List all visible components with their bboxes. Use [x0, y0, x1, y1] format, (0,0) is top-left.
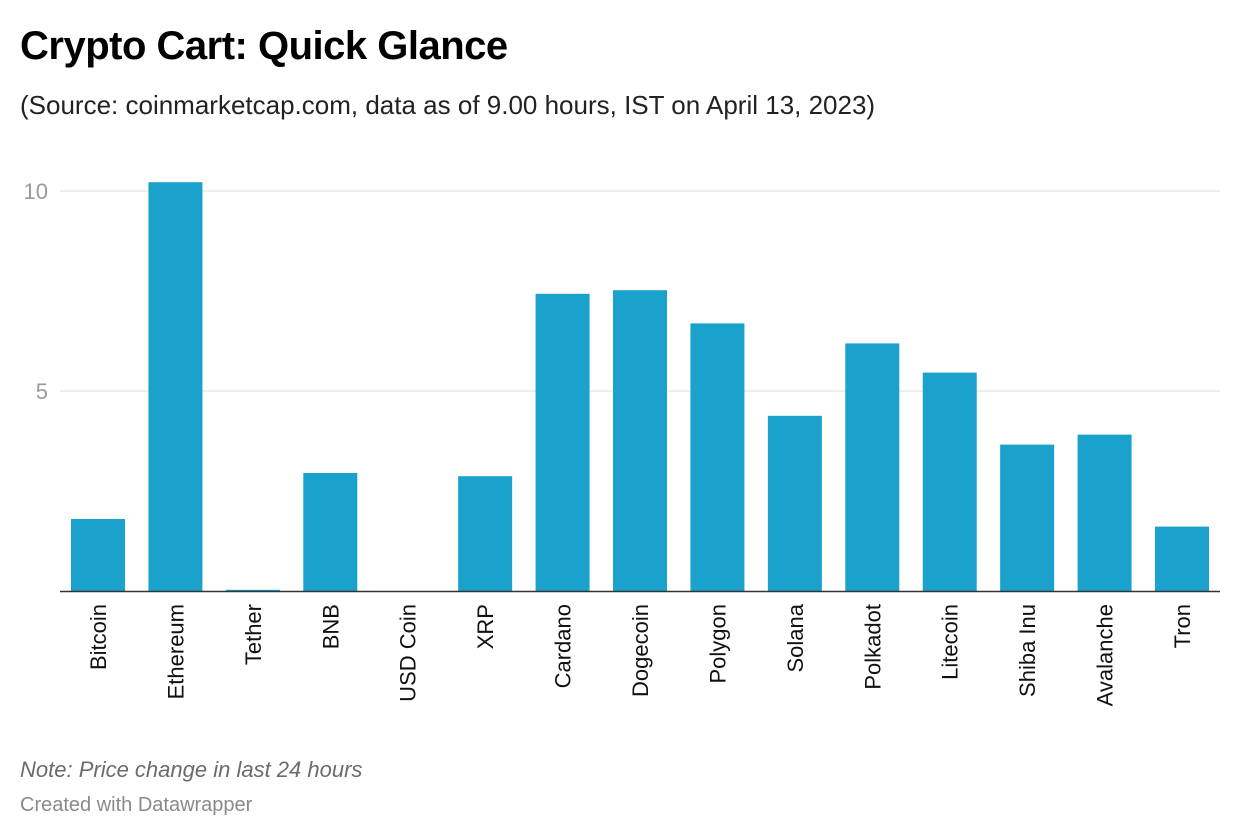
footnote: Note: Price change in last 24 hours: [20, 757, 363, 782]
x-tick-label: Tron: [1170, 604, 1195, 648]
bar-chart: 5 10 Bitcoin Ethereum Tether BNB USD Coin XRP Ca…: [24, 179, 1220, 706]
bar: [613, 290, 668, 591]
x-tick-label: BNB: [318, 604, 343, 649]
x-tick-label: Polygon: [705, 604, 730, 684]
x-tick-label: USD Coin: [396, 604, 421, 702]
x-tick-label: Avalanche: [1093, 604, 1118, 706]
chart-subtitle: (Source: coinmarketcap.com, data as of 9…: [20, 90, 876, 120]
x-tick-label: Tether: [241, 604, 266, 665]
x-tick-label: Dogecoin: [628, 604, 653, 697]
bar: [71, 519, 125, 591]
x-tick-label: Shiba Inu: [1015, 604, 1040, 697]
bar: [535, 293, 590, 591]
x-tick-label: Solana: [783, 603, 808, 672]
x-tick-label: Bitcoin: [86, 604, 111, 670]
bar: [148, 182, 203, 591]
bar: [690, 323, 745, 591]
y-tick-label: 5: [36, 379, 48, 404]
x-tick-label: XRP: [473, 604, 498, 649]
bar: [1077, 434, 1132, 591]
bar: [922, 372, 977, 591]
bar: [225, 589, 280, 591]
x-tick-label: Polkadot: [860, 604, 885, 690]
x-tick-label: Ethereum: [163, 604, 188, 699]
bar: [845, 343, 900, 591]
y-tick-label: 10: [24, 179, 48, 204]
bar: [767, 415, 822, 591]
bar: [1000, 444, 1055, 591]
bar: [1155, 526, 1210, 591]
credit-line: Created with Datawrapper: [20, 794, 253, 816]
bar: [458, 476, 513, 591]
x-tick-label: Cardano: [551, 604, 576, 688]
bar: [303, 473, 358, 591]
x-tick-label: Litecoin: [938, 604, 963, 680]
chart-title: Crypto Cart: Quick Glance: [20, 24, 508, 68]
